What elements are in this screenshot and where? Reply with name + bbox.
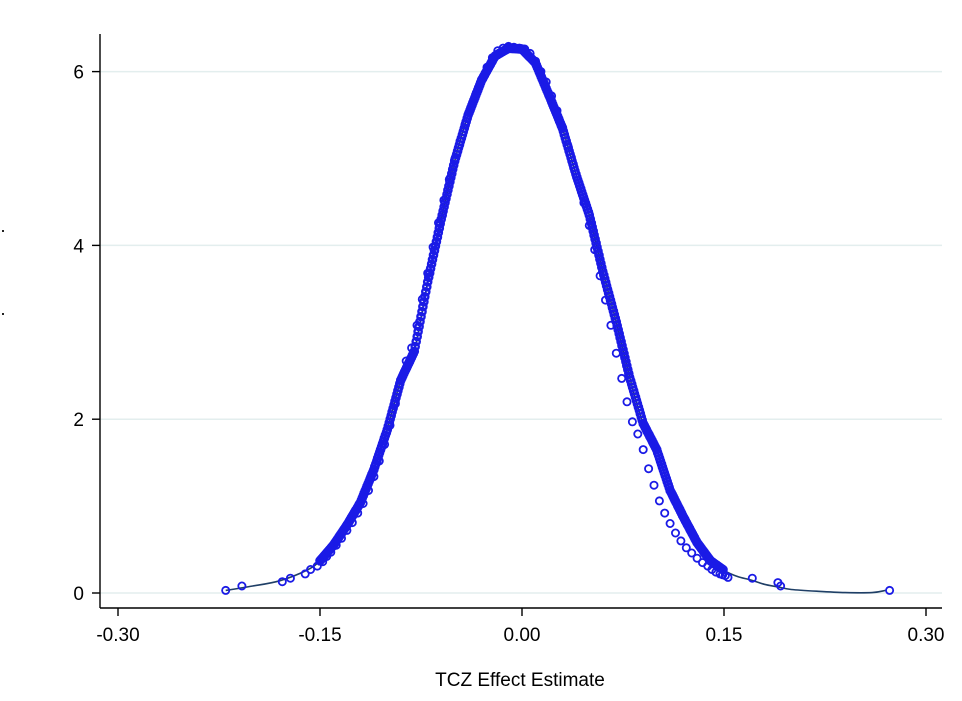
x-tick-label: -0.15 — [298, 625, 341, 646]
x-tick-label: 0.15 — [706, 625, 743, 646]
data-point — [644, 464, 654, 474]
y-tick-label: 4 — [73, 236, 84, 257]
data-point — [676, 536, 686, 546]
y-tick-label: 0 — [73, 584, 84, 605]
data-point — [591, 238, 601, 248]
data-point — [638, 445, 648, 455]
data-point — [633, 429, 643, 439]
data-point — [306, 565, 316, 575]
data-point — [300, 569, 310, 579]
ticks: 0 2 4 6 -0.30 -0.15 0.00 0.15 0.30 — [73, 63, 944, 646]
x-tick-label: 0.30 — [908, 625, 945, 646]
y-tick-label: 2 — [73, 410, 84, 431]
data-point — [692, 553, 702, 563]
data-point — [412, 331, 423, 342]
data-point — [622, 397, 632, 407]
data-point — [423, 272, 434, 283]
x-tick-label: -0.30 — [96, 625, 139, 646]
data-point — [422, 277, 433, 287]
data-point — [429, 245, 440, 256]
x-axis-title: TCZ Effect Estimate — [435, 670, 605, 691]
data-point — [436, 214, 447, 225]
x-tick-label: 0.00 — [504, 625, 541, 646]
data-point — [431, 236, 442, 247]
data-point — [426, 259, 437, 269]
data-point — [723, 572, 733, 582]
data-point — [441, 193, 451, 204]
data-point — [649, 480, 659, 490]
data-point — [596, 258, 606, 269]
data-point — [413, 326, 423, 337]
data-point — [427, 254, 438, 265]
data-point — [424, 268, 435, 278]
data-point — [419, 296, 429, 307]
series — [221, 41, 895, 595]
data-point — [444, 181, 454, 191]
data-point — [410, 341, 421, 352]
data-point — [681, 543, 691, 553]
data-point — [585, 214, 596, 224]
left-edge-mark — [2, 313, 4, 315]
data-point — [414, 321, 424, 332]
data-point — [446, 168, 457, 179]
data-point — [425, 263, 436, 274]
data-point — [435, 218, 446, 229]
data-point — [277, 577, 287, 587]
data-point — [443, 185, 453, 195]
data-point — [594, 250, 604, 261]
data-point — [437, 210, 448, 220]
axes — [99, 34, 942, 609]
data-point — [418, 301, 428, 312]
data-point — [885, 585, 895, 595]
data-point — [237, 581, 247, 591]
data-point — [417, 306, 427, 317]
left-edge-mark — [2, 230, 4, 232]
data-point — [747, 573, 757, 583]
data-point — [430, 241, 441, 251]
data-point — [447, 164, 458, 175]
data-point — [442, 189, 452, 200]
data-point — [409, 346, 420, 357]
data-point — [588, 226, 599, 236]
data-point — [665, 519, 675, 529]
data-point — [415, 316, 425, 327]
data-point — [440, 197, 450, 208]
data-point — [285, 573, 295, 583]
data-point — [428, 250, 439, 260]
data-point — [420, 286, 431, 297]
data-point — [617, 373, 627, 383]
data-point — [671, 528, 681, 538]
density-curve — [225, 46, 886, 594]
data-point — [718, 564, 728, 575]
data-point — [687, 548, 697, 558]
data-point — [433, 227, 444, 238]
data-point — [416, 311, 426, 322]
data-point — [411, 336, 422, 347]
data-point — [221, 585, 231, 595]
data-point — [419, 291, 430, 302]
data-point — [439, 202, 449, 212]
data-point — [445, 172, 456, 183]
data-point — [438, 206, 448, 216]
data-point — [434, 223, 445, 234]
gridlines — [100, 70, 942, 594]
data-point — [627, 417, 637, 427]
data-point — [660, 508, 670, 518]
data-point — [776, 581, 786, 591]
data-point — [445, 177, 455, 187]
data-point — [421, 282, 432, 292]
y-tick-label: 6 — [73, 63, 84, 84]
data-point — [432, 232, 443, 242]
data-point — [654, 496, 664, 506]
